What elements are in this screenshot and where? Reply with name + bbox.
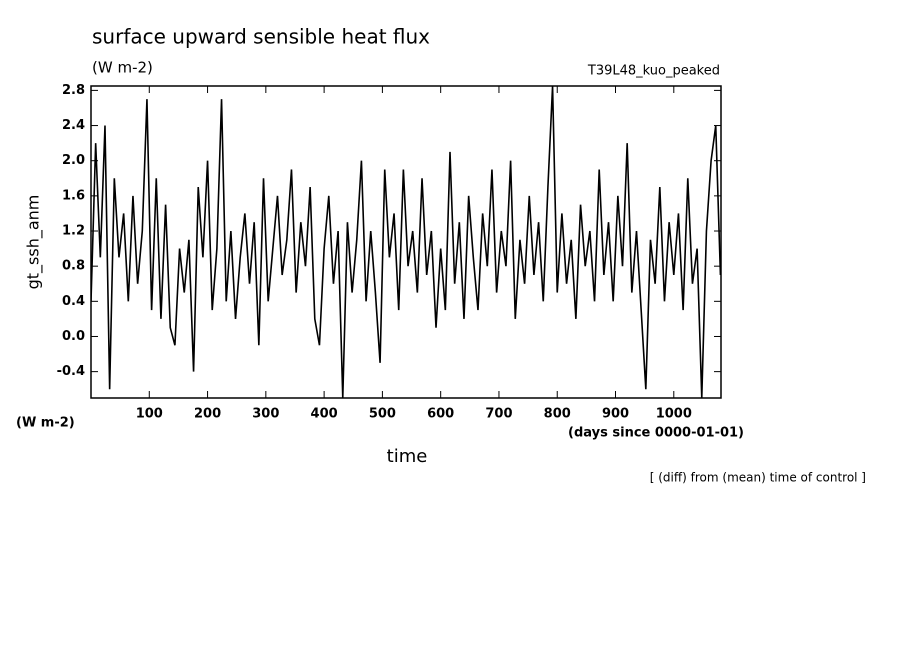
x-tick-label: 200 <box>194 407 221 422</box>
y-tick-label: 1.2 <box>62 224 85 239</box>
x-tick-label: 500 <box>369 407 396 422</box>
data-line <box>91 86 721 398</box>
y-units: (W m-2) <box>16 416 75 431</box>
run-label: T39L48_kuo_peaked <box>587 64 720 79</box>
y-tick-label: 0.0 <box>62 329 85 344</box>
x-tick-label: 300 <box>252 407 279 422</box>
chart-subtitle: (W m-2) <box>92 59 153 77</box>
x-tick-label: 700 <box>485 407 512 422</box>
y-tick-label: 0.4 <box>62 294 85 309</box>
x-tick-label: 100 <box>136 407 163 422</box>
x-tick-label: 600 <box>427 407 454 422</box>
x-tick-label: 800 <box>544 407 571 422</box>
note: [ (diff) from (mean) time of control ] <box>650 471 866 485</box>
x-tick-label: 400 <box>311 407 338 422</box>
x-tick-label: 900 <box>602 407 629 422</box>
chart-title: surface upward sensible heat flux <box>92 25 430 49</box>
plot-frame <box>90 85 722 399</box>
x-axis-label: time <box>387 446 428 467</box>
y-tick-label: 2.0 <box>62 153 85 168</box>
x-units: (days since 0000-01-01) <box>568 426 744 441</box>
x-tick-label: 1000 <box>656 407 692 422</box>
y-tick-label: 2.8 <box>62 83 85 98</box>
y-axis-label: gt_ssh_anm <box>24 195 44 290</box>
y-tick-label: 0.8 <box>62 259 85 274</box>
y-tick-label: -0.4 <box>57 364 85 379</box>
y-tick-label: 1.6 <box>62 188 85 203</box>
y-tick-label: 2.4 <box>62 118 85 133</box>
